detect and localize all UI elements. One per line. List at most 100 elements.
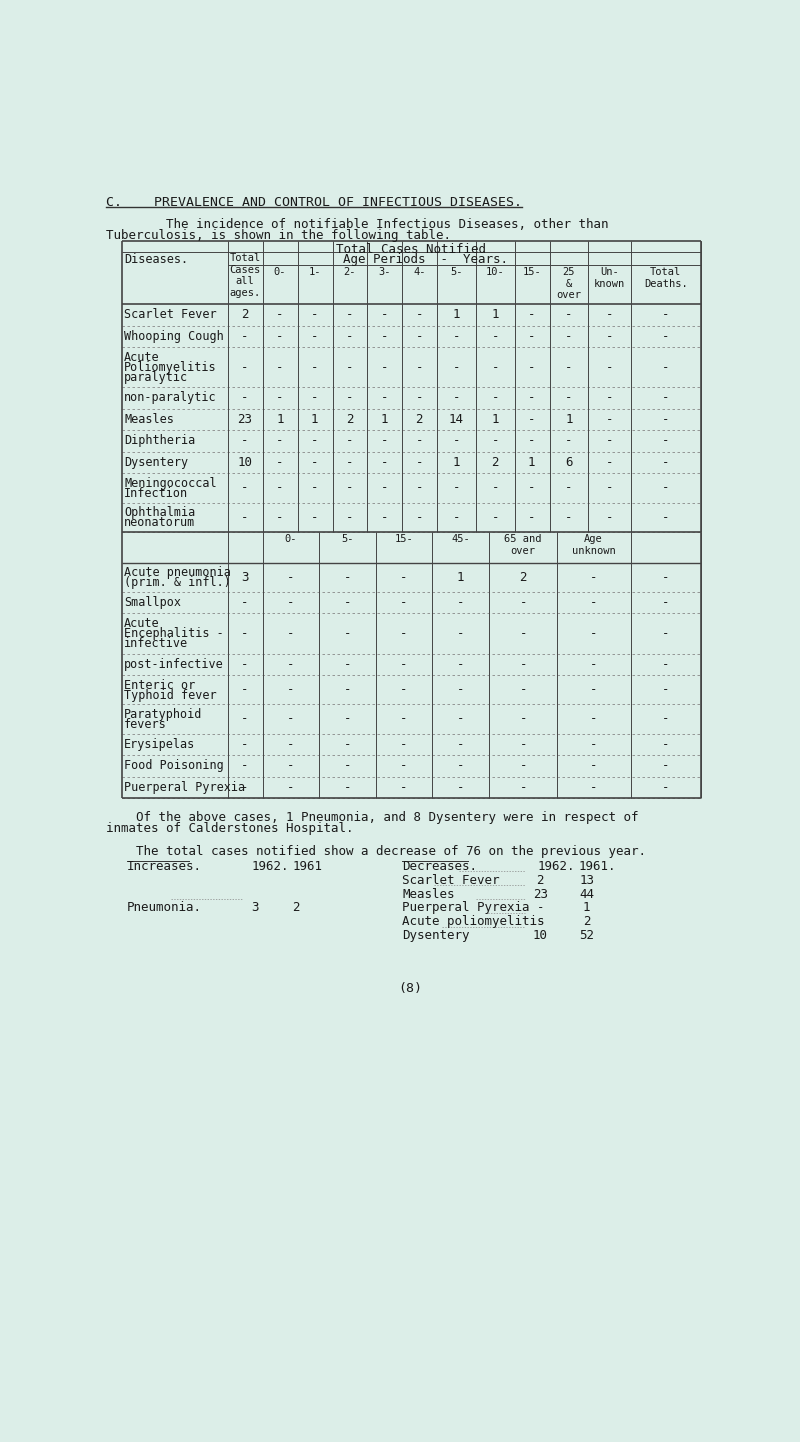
Text: -: - — [606, 434, 613, 447]
Text: Age
unknown: Age unknown — [572, 534, 615, 555]
Text: -: - — [276, 360, 283, 373]
Text: -: - — [343, 571, 351, 584]
Text: Acute pneumonia: Acute pneumonia — [124, 567, 231, 580]
Text: -: - — [400, 658, 407, 671]
Text: -: - — [343, 684, 351, 696]
Text: Total Cases Notified: Total Cases Notified — [336, 244, 486, 257]
Text: -: - — [311, 456, 318, 469]
Text: -: - — [590, 782, 598, 795]
Text: -: - — [287, 571, 294, 584]
Text: Of the above cases, 1 Pneumonia, and 8 Dysentery were in respect of: Of the above cases, 1 Pneumonia, and 8 D… — [106, 810, 638, 823]
Text: Acute: Acute — [124, 617, 160, 630]
Text: -: - — [662, 482, 670, 495]
Text: -: - — [662, 434, 670, 447]
Text: -: - — [528, 391, 535, 404]
Text: -: - — [241, 760, 249, 773]
Text: Acute poliomyelitis: Acute poliomyelitis — [402, 916, 545, 929]
Text: Dysentery: Dysentery — [124, 456, 188, 469]
Text: Meningococcal: Meningococcal — [124, 477, 217, 490]
Text: 1: 1 — [311, 412, 318, 425]
Text: fevers: fevers — [124, 718, 166, 731]
Text: Scarlet Fever: Scarlet Fever — [124, 309, 217, 322]
Text: 2: 2 — [241, 309, 249, 322]
Text: 3: 3 — [251, 901, 258, 914]
Text: -: - — [590, 658, 598, 671]
Text: -: - — [537, 901, 544, 914]
Text: neonatorum: neonatorum — [124, 516, 195, 529]
Text: -: - — [241, 627, 249, 640]
Text: -: - — [241, 658, 249, 671]
Text: 5-: 5- — [341, 534, 354, 544]
Text: -: - — [415, 456, 423, 469]
Text: -: - — [346, 360, 354, 373]
Text: 44: 44 — [579, 888, 594, 901]
Text: -: - — [457, 658, 464, 671]
Text: 1962.: 1962. — [251, 859, 289, 872]
Text: 1: 1 — [457, 571, 464, 584]
Text: 2: 2 — [292, 901, 300, 914]
Text: Increases.: Increases. — [127, 859, 202, 872]
Text: -: - — [662, 596, 670, 609]
Text: -: - — [662, 456, 670, 469]
Text: 1: 1 — [381, 412, 388, 425]
Text: 1: 1 — [491, 309, 499, 322]
Text: 10: 10 — [533, 929, 548, 942]
Text: 23: 23 — [533, 888, 548, 901]
Text: 6: 6 — [565, 456, 573, 469]
Text: Total
Cases
all
ages.: Total Cases all ages. — [230, 254, 261, 298]
Text: -: - — [311, 482, 318, 495]
Text: -: - — [457, 760, 464, 773]
Text: -: - — [590, 712, 598, 725]
Text: -: - — [400, 571, 407, 584]
Text: -: - — [346, 434, 354, 447]
Text: -: - — [457, 738, 464, 751]
Text: -: - — [662, 510, 670, 523]
Text: -: - — [415, 510, 423, 523]
Text: Total
Deaths.: Total Deaths. — [644, 267, 688, 288]
Text: 2: 2 — [537, 874, 544, 887]
Text: (8): (8) — [398, 982, 422, 995]
Text: -: - — [381, 456, 388, 469]
Text: 1: 1 — [491, 412, 499, 425]
Text: -: - — [565, 330, 573, 343]
Text: -: - — [311, 434, 318, 447]
Text: -: - — [565, 309, 573, 322]
Text: Puerperal Pyrexia: Puerperal Pyrexia — [402, 901, 530, 914]
Text: -: - — [528, 434, 535, 447]
Text: 45-: 45- — [451, 534, 470, 544]
Text: -: - — [381, 482, 388, 495]
Text: -: - — [519, 684, 527, 696]
Text: Encephalitis -: Encephalitis - — [124, 627, 224, 640]
Text: -: - — [457, 596, 464, 609]
Text: Food Poisoning: Food Poisoning — [124, 760, 224, 773]
Text: -: - — [453, 434, 460, 447]
Text: -: - — [276, 456, 283, 469]
Text: -: - — [346, 482, 354, 495]
Text: -: - — [662, 309, 670, 322]
Text: -: - — [457, 627, 464, 640]
Text: 2: 2 — [346, 412, 354, 425]
Text: -: - — [662, 627, 670, 640]
Text: -: - — [400, 782, 407, 795]
Text: 2: 2 — [491, 456, 499, 469]
Text: -: - — [287, 596, 294, 609]
Text: -: - — [276, 482, 283, 495]
Text: 2: 2 — [415, 412, 423, 425]
Text: -: - — [400, 738, 407, 751]
Text: -: - — [453, 360, 460, 373]
Text: -: - — [415, 330, 423, 343]
Text: -: - — [565, 482, 573, 495]
Text: -: - — [491, 330, 499, 343]
Text: -: - — [491, 434, 499, 447]
Text: -: - — [241, 330, 249, 343]
Text: -: - — [276, 391, 283, 404]
Text: -: - — [662, 738, 670, 751]
Text: -: - — [381, 510, 388, 523]
Text: -: - — [528, 510, 535, 523]
Text: -: - — [381, 391, 388, 404]
Text: -: - — [519, 712, 527, 725]
Text: -: - — [606, 412, 613, 425]
Text: -: - — [662, 684, 670, 696]
Text: -: - — [453, 391, 460, 404]
Text: -: - — [241, 482, 249, 495]
